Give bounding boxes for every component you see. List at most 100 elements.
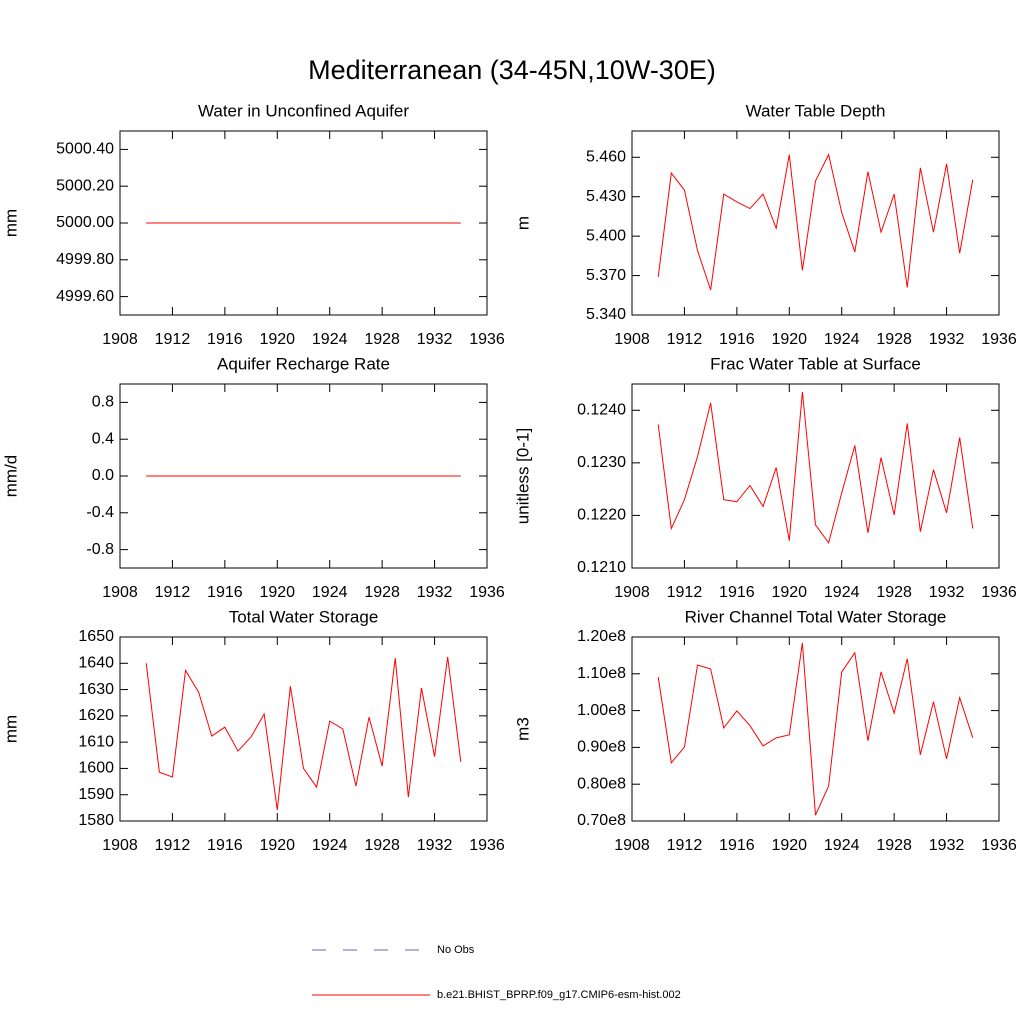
y-axis-label: m	[513, 216, 532, 230]
x-tick-label: 1916	[719, 584, 755, 601]
data-line	[657, 153, 974, 291]
x-tick-label: 1924	[312, 584, 348, 601]
y-axis-label: unitless [0-1]	[513, 428, 532, 524]
x-tick-label: 1936	[469, 584, 505, 601]
x-tick-label: 1924	[312, 331, 348, 348]
x-tick-label: 1920	[771, 331, 807, 348]
x-tick-label: 1920	[259, 584, 295, 601]
x-tick-label: 1916	[207, 837, 243, 854]
y-tick-label: -0.8	[86, 541, 114, 558]
x-tick-label: 1932	[417, 837, 453, 854]
y-tick-label: 1.00e8	[577, 702, 626, 719]
y-tick-label: 1600	[78, 760, 114, 777]
x-tick-label: 1924	[312, 837, 348, 854]
y-tick-label: 5.400	[586, 227, 626, 244]
x-tick-label: 1932	[929, 584, 965, 601]
legend-label: No Obs	[437, 944, 475, 956]
x-tick-label: 1912	[667, 584, 703, 601]
x-tick-label: 1908	[102, 837, 138, 854]
y-tick-label: 0.1230	[577, 454, 626, 471]
y-tick-label: 0.70e8	[577, 812, 626, 829]
y-tick-label: 0.4	[92, 430, 114, 447]
y-tick-label: 5000.00	[56, 214, 114, 231]
y-tick-label: 5.460	[586, 149, 626, 166]
legend-label: b.e21.BHIST_BPRP.f09_g17.CMIP6-esm-hist.…	[437, 989, 681, 1001]
panel-title: Water Table Depth	[746, 101, 886, 120]
y-tick-label: 1580	[78, 812, 114, 829]
x-tick-label: 1924	[824, 837, 860, 854]
x-tick-label: 1924	[824, 331, 860, 348]
y-tick-label: 0.1240	[577, 402, 626, 419]
panel-title: Water in Unconfined Aquifer	[198, 101, 409, 120]
plot-frame	[631, 130, 1000, 316]
y-tick-label: 1620	[78, 707, 114, 724]
panel-title: River Channel Total Water Storage	[685, 607, 947, 626]
x-tick-label: 1928	[876, 584, 912, 601]
x-tick-label: 1924	[824, 584, 860, 601]
figure-title: Mediterranean (34-45N,10W-30E)	[308, 55, 716, 85]
plot-frame	[631, 383, 1000, 569]
x-tick-label: 1908	[102, 331, 138, 348]
x-tick-label: 1916	[207, 584, 243, 601]
panel-title: Total Water Storage	[229, 607, 379, 626]
x-tick-label: 1936	[981, 331, 1017, 348]
y-tick-label: 0.80e8	[577, 775, 626, 792]
x-tick-label: 1908	[614, 837, 650, 854]
y-tick-label: 1.10e8	[577, 665, 626, 682]
x-tick-label: 1928	[876, 837, 912, 854]
y-tick-label: 1650	[78, 628, 114, 645]
y-tick-label: 4999.60	[56, 288, 114, 305]
x-tick-label: 1932	[929, 331, 965, 348]
x-tick-label: 1916	[207, 331, 243, 348]
y-tick-label: 5.340	[586, 306, 626, 323]
x-tick-label: 1932	[929, 837, 965, 854]
x-tick-label: 1936	[981, 584, 1017, 601]
x-tick-label: 1920	[771, 584, 807, 601]
panel-title: Aquifer Recharge Rate	[217, 354, 390, 373]
x-tick-label: 1916	[719, 331, 755, 348]
x-tick-label: 1928	[364, 584, 400, 601]
y-tick-label: -0.4	[86, 504, 114, 521]
x-tick-label: 1936	[981, 837, 1017, 854]
x-tick-label: 1920	[259, 837, 295, 854]
x-tick-label: 1912	[155, 584, 191, 601]
x-tick-label: 1936	[469, 331, 505, 348]
data-line	[145, 656, 462, 811]
y-axis-label: mm	[1, 209, 20, 237]
x-tick-label: 1936	[469, 837, 505, 854]
y-tick-label: 1610	[78, 733, 114, 750]
x-tick-label: 1920	[771, 837, 807, 854]
y-axis-label: m3	[513, 717, 532, 741]
x-tick-label: 1928	[876, 331, 912, 348]
x-tick-label: 1928	[364, 837, 400, 854]
y-tick-label: 5.370	[586, 267, 626, 284]
y-tick-label: 0.8	[92, 394, 114, 411]
y-axis-label: mm/d	[1, 455, 20, 498]
y-axis-label: mm	[1, 715, 20, 743]
x-tick-label: 1928	[364, 331, 400, 348]
x-tick-label: 1932	[417, 584, 453, 601]
x-tick-label: 1912	[155, 837, 191, 854]
x-tick-label: 1932	[417, 331, 453, 348]
y-tick-label: 0.1220	[577, 507, 626, 524]
x-tick-label: 1908	[614, 584, 650, 601]
y-tick-label: 5000.40	[56, 141, 114, 158]
x-tick-label: 1912	[667, 331, 703, 348]
plot-frame	[631, 636, 1000, 822]
panel-title: Frac Water Table at Surface	[710, 354, 921, 373]
y-tick-label: 0.0	[92, 467, 114, 484]
x-tick-label: 1908	[614, 331, 650, 348]
x-tick-label: 1908	[102, 584, 138, 601]
x-tick-label: 1912	[155, 331, 191, 348]
y-tick-label: 0.90e8	[577, 739, 626, 756]
y-tick-label: 5000.20	[56, 177, 114, 194]
x-tick-label: 1912	[667, 837, 703, 854]
data-line	[657, 391, 974, 544]
y-tick-label: 1640	[78, 655, 114, 672]
data-line	[657, 642, 974, 816]
y-tick-label: 1.20e8	[577, 628, 626, 645]
y-tick-label: 4999.80	[56, 251, 114, 268]
y-tick-label: 5.430	[586, 188, 626, 205]
